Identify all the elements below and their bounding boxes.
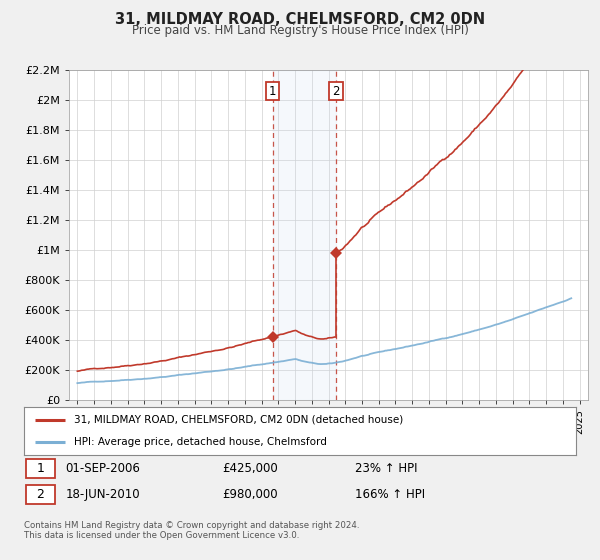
Text: 23% ↑ HPI: 23% ↑ HPI: [355, 463, 418, 475]
Text: 166% ↑ HPI: 166% ↑ HPI: [355, 488, 425, 501]
Text: HPI: Average price, detached house, Chelmsford: HPI: Average price, detached house, Chel…: [74, 437, 326, 447]
Text: £980,000: £980,000: [223, 488, 278, 501]
Text: 31, MILDMAY ROAD, CHELMSFORD, CM2 0DN: 31, MILDMAY ROAD, CHELMSFORD, CM2 0DN: [115, 12, 485, 27]
Text: £425,000: £425,000: [223, 463, 278, 475]
Text: Price paid vs. HM Land Registry's House Price Index (HPI): Price paid vs. HM Land Registry's House …: [131, 24, 469, 37]
FancyBboxPatch shape: [26, 485, 55, 504]
Bar: [273, 70, 336, 400]
Text: 31, MILDMAY ROAD, CHELMSFORD, CM2 0DN (detached house): 31, MILDMAY ROAD, CHELMSFORD, CM2 0DN (d…: [74, 415, 403, 425]
Text: 18-JUN-2010: 18-JUN-2010: [65, 488, 140, 501]
Text: Contains HM Land Registry data © Crown copyright and database right 2024.
This d: Contains HM Land Registry data © Crown c…: [24, 521, 359, 540]
Text: 1: 1: [269, 85, 277, 97]
Text: 2: 2: [332, 85, 340, 97]
Text: 01-SEP-2006: 01-SEP-2006: [65, 463, 140, 475]
FancyBboxPatch shape: [26, 459, 55, 478]
Text: 2: 2: [37, 488, 44, 501]
Text: 1: 1: [37, 463, 44, 475]
